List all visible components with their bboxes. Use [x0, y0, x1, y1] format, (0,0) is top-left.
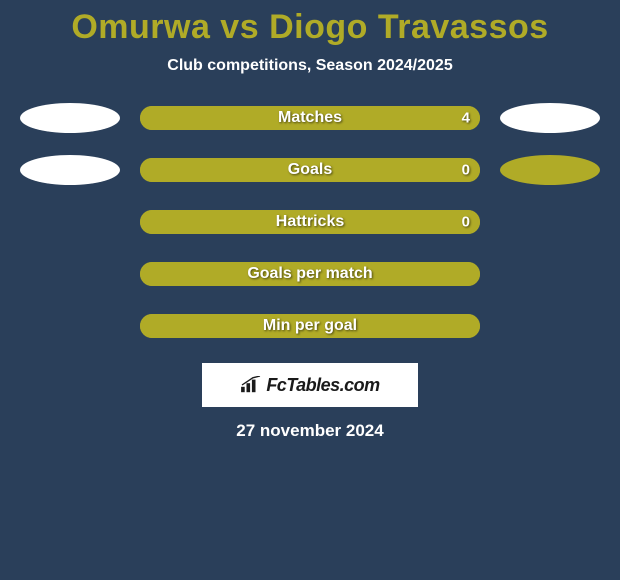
left-ellipse — [20, 311, 120, 341]
stat-label: Goals per match — [247, 265, 372, 283]
stat-value: 0 — [462, 162, 470, 179]
logo-text: FcTables.com — [266, 375, 379, 396]
stat-row: Hattricks 0 — [0, 207, 620, 237]
stat-value: 4 — [462, 110, 470, 127]
right-ellipse — [500, 311, 600, 341]
stat-rows: Matches 4 Goals 0 Hattricks 0 Goals per match M… — [0, 103, 620, 341]
right-ellipse — [500, 259, 600, 289]
right-ellipse — [500, 103, 600, 133]
stat-bar: Goals 0 — [140, 158, 480, 182]
stat-label: Min per goal — [263, 317, 357, 335]
comparison-card: Omurwa vs Diogo Travassos Club competiti… — [0, 0, 620, 441]
stat-bar: Matches 4 — [140, 106, 480, 130]
stat-label: Hattricks — [276, 213, 344, 231]
right-ellipse — [500, 207, 600, 237]
bar-chart-icon — [240, 376, 262, 394]
stat-row: Min per goal — [0, 311, 620, 341]
stat-row: Matches 4 — [0, 103, 620, 133]
stat-bar: Hattricks 0 — [140, 210, 480, 234]
subtitle: Club competitions, Season 2024/2025 — [0, 57, 620, 75]
left-ellipse — [20, 207, 120, 237]
left-ellipse — [20, 259, 120, 289]
page-title: Omurwa vs Diogo Travassos — [0, 8, 620, 47]
logo: FcTables.com — [202, 363, 418, 407]
date: 27 november 2024 — [0, 421, 620, 441]
stat-label: Matches — [278, 109, 342, 127]
left-ellipse — [20, 155, 120, 185]
stat-row: Goals per match — [0, 259, 620, 289]
stat-value: 0 — [462, 214, 470, 231]
stat-bar: Min per goal — [140, 314, 480, 338]
right-ellipse — [500, 155, 600, 185]
left-ellipse — [20, 103, 120, 133]
stat-label: Goals — [288, 161, 332, 179]
stat-row: Goals 0 — [0, 155, 620, 185]
stat-bar: Goals per match — [140, 262, 480, 286]
